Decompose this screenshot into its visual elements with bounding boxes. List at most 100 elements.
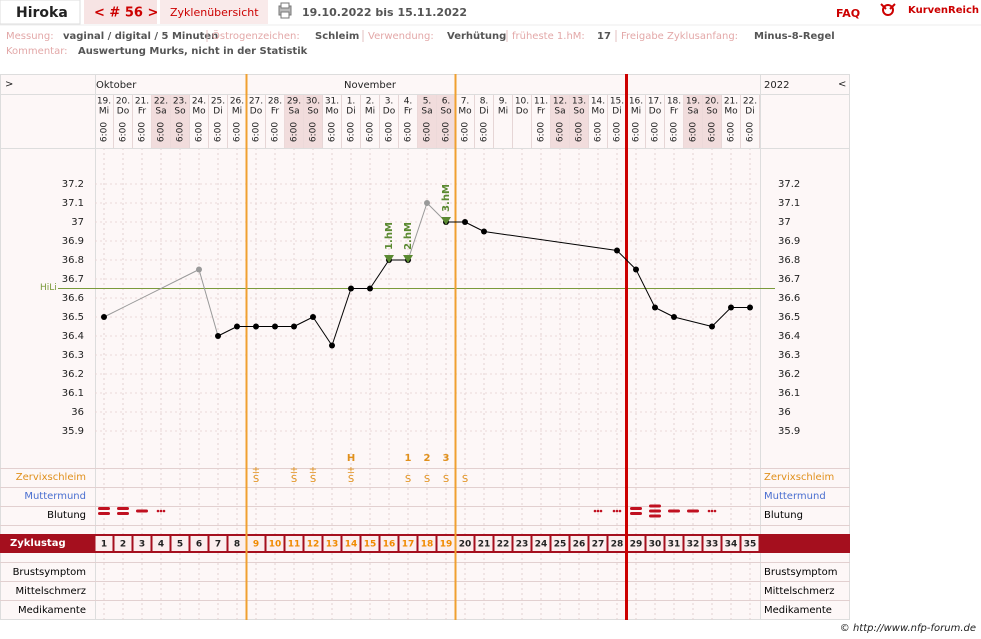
date-label: 30. (306, 97, 320, 107)
y-tick-label: 36.9 (62, 236, 84, 247)
time-label: 6:00 (309, 122, 319, 142)
cycle-day-cell (95, 536, 113, 551)
info-value: Minus-8-Regel (754, 31, 835, 42)
temp-point (367, 285, 373, 292)
y-tick-label-right: 36.3 (778, 350, 800, 361)
cycle-day: 19 (440, 540, 453, 550)
date-label: 28. (268, 97, 282, 107)
weekday-label: Mi (498, 107, 508, 117)
cervix-top: ± (252, 465, 260, 476)
cycle-day: 2 (120, 540, 126, 550)
date-label: 29. (287, 97, 301, 107)
weekday-label: Mi (365, 107, 375, 117)
date-label: 20. (705, 97, 719, 107)
weekday-label: Sa (687, 107, 698, 117)
row-label: Zervixschleim (16, 472, 86, 483)
temp-point (462, 219, 468, 225)
date-label: 15. (610, 97, 624, 107)
overview-link[interactable]: Zyklenübersicht (170, 6, 259, 19)
cycle-day: 4 (158, 540, 164, 550)
cycle-day-cell (285, 536, 303, 551)
print-icon[interactable] (278, 2, 292, 19)
cervix-top: ± (347, 465, 355, 476)
bleeding (707, 509, 717, 513)
weekday-label: Sa (421, 107, 432, 117)
time-label: 6:00 (556, 122, 566, 142)
cycle-day-cell (323, 536, 341, 551)
cycle-day: 16 (383, 540, 396, 550)
temp-point (348, 285, 354, 292)
weekday-label: Do (649, 107, 662, 117)
brand[interactable]: KurvenReich (908, 5, 979, 16)
y-tick-label-right: 36.1 (778, 388, 800, 399)
y-tick-label-right: 36.8 (778, 255, 800, 266)
bleeding (668, 509, 680, 513)
hm-marker (384, 255, 394, 263)
cycle-day: 8 (234, 540, 240, 550)
weekday-label: Mo (325, 107, 339, 117)
temp-point (101, 314, 107, 320)
y-tick-label-right: 36.4 (778, 331, 800, 342)
weekend-cell (417, 95, 437, 148)
temp-point (329, 342, 335, 349)
cervix-peak: 1 (405, 453, 412, 464)
temp-point (481, 228, 487, 235)
temp-point (310, 314, 316, 320)
temp-segment (616, 250, 637, 270)
time-label: 6:00 (157, 122, 167, 142)
reference-label: HiLi (40, 283, 57, 293)
bleeding (687, 509, 699, 513)
overview-tab[interactable] (160, 0, 268, 24)
temp-point (215, 333, 221, 339)
time-label: 6:00 (727, 122, 737, 142)
cycle-day-cell (475, 536, 493, 551)
weekend-cell (436, 95, 456, 148)
cycle-nav[interactable]: < # 56 > (94, 6, 158, 21)
info-value: Verhütung (447, 31, 506, 42)
cycle-day: 25 (554, 540, 567, 550)
cycle-day: 15 (364, 540, 377, 550)
cycle-day: 14 (345, 540, 358, 550)
temp-segment (293, 316, 314, 327)
row-label: Muttermund (24, 491, 86, 502)
temp-segment (654, 307, 675, 318)
y-tick-label-right: 36.6 (778, 293, 800, 304)
time-label: 6:00 (347, 122, 357, 142)
cycle-box[interactable] (84, 0, 157, 24)
time-label: 6:00 (252, 122, 262, 142)
cycle-day: 27 (592, 540, 605, 550)
weekday-label: Di (745, 107, 754, 117)
cycle-day-cell (589, 536, 607, 551)
temp-segment (217, 326, 238, 337)
date-label: 24. (192, 97, 206, 107)
date-label: 21. (135, 97, 149, 107)
cycle-day-cell (665, 536, 683, 551)
date-label: 17. (648, 97, 662, 107)
cervix-mark: S (291, 474, 297, 485)
cycle-day: 3 (139, 540, 145, 550)
weekday-label: Sa (554, 107, 565, 117)
info-value: 17 (597, 31, 611, 42)
time-label: 6:00 (100, 122, 110, 142)
cycle-day: 9 (253, 540, 259, 550)
temp-point (671, 314, 677, 320)
time-label: 6:00 (176, 122, 186, 142)
faq-link[interactable]: FAQ (836, 7, 860, 20)
cycle-day: 23 (516, 540, 529, 550)
row-label: Medikamente (18, 605, 86, 616)
row-label: Blutung (47, 510, 86, 521)
cervix-mark: S (443, 474, 449, 485)
weekend-cell (683, 95, 703, 148)
row-label-right: Brustsymptom (764, 567, 837, 578)
month-label: November (344, 80, 397, 91)
time-label: 6:00 (651, 122, 661, 142)
time-label: 6:00 (461, 122, 471, 142)
y-tick-label-right: 36.9 (778, 236, 800, 247)
weekend-cell (170, 95, 190, 148)
weekday-label: Fr (537, 107, 546, 117)
weekday-label: Mo (458, 107, 472, 117)
time-label: 6:00 (195, 122, 205, 142)
weekday-label: Fr (404, 107, 413, 117)
time-label: 6:00 (290, 122, 300, 142)
temp-point (253, 323, 259, 330)
